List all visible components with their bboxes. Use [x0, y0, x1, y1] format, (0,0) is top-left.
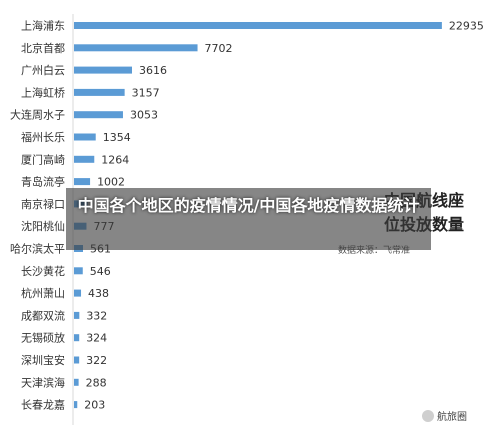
category-label: 长沙黄花 [21, 264, 65, 278]
category-label: 大连周水子 [10, 108, 65, 122]
bar [74, 356, 80, 364]
data-source-note: 数据来源：飞常准 [338, 246, 411, 256]
watermark-text: 航旅圈 [437, 412, 467, 423]
category-label: 南京禄口 [21, 197, 65, 211]
data-label: 288 [86, 376, 107, 389]
bar [74, 155, 95, 163]
category-label: 上海虹桥 [21, 85, 65, 99]
bar [74, 133, 96, 141]
category-label: 广州白云 [21, 63, 65, 77]
bar [74, 311, 80, 319]
category-label: 成都双流 [21, 308, 65, 322]
category-label: 长春龙嘉 [21, 398, 65, 412]
data-label: 332 [86, 309, 107, 322]
category-label: 福州长乐 [21, 130, 65, 144]
bar [74, 22, 442, 29]
bar [74, 66, 133, 74]
data-label: 1002 [97, 176, 125, 189]
data-label: 22935 [449, 20, 484, 33]
data-label: 546 [90, 265, 111, 278]
bar [74, 334, 80, 342]
data-label: 1264 [101, 153, 129, 166]
bar [74, 289, 82, 297]
data-label: 1354 [103, 131, 131, 144]
bar [74, 378, 79, 386]
category-label: 厦门高崎 [21, 152, 65, 166]
category-label: 无锡硕放 [21, 331, 65, 345]
bar [74, 44, 198, 52]
category-label: 杭州萧山 [21, 286, 65, 300]
bar [74, 111, 123, 119]
bar [74, 178, 91, 186]
category-label: 哈尔滨太平 [10, 242, 65, 256]
wechat-icon [422, 410, 434, 422]
data-label: 7702 [205, 42, 233, 55]
category-label: 青岛流亭 [21, 175, 65, 189]
article-title: 中国各个地区的疫情情况/中国各地疫情数据统计 [77, 196, 420, 215]
article-title-banner: 中国各个地区的疫情情况/中国各地疫情数据统计 [66, 188, 431, 250]
category-label: 北京首都 [21, 41, 65, 55]
data-label: 3053 [130, 109, 158, 122]
bar [74, 401, 78, 409]
category-label: 深圳宝安 [21, 353, 65, 367]
bar [74, 267, 83, 275]
watermark: 航旅圈 [422, 408, 467, 423]
data-label: 203 [84, 399, 105, 412]
category-label: 上海浦东 [21, 19, 65, 33]
data-label: 3616 [139, 64, 167, 77]
data-label: 324 [86, 332, 107, 345]
bar [74, 88, 125, 96]
data-label: 438 [88, 287, 109, 300]
category-label: 天津滨海 [21, 375, 65, 389]
data-label: 3157 [132, 86, 160, 99]
category-label: 沈阳桃仙 [21, 219, 65, 233]
data-label: 322 [86, 354, 107, 367]
